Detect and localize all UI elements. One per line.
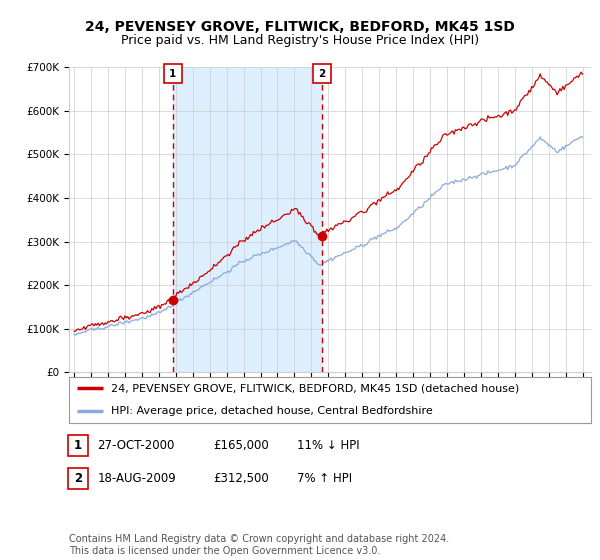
Text: 1: 1 [74,438,82,452]
Bar [173,67,322,372]
Text: 11% ↓ HPI: 11% ↓ HPI [297,438,359,452]
Text: 24, PEVENSEY GROVE, FLITWICK, BEDFORD, MK45 1SD (detached house): 24, PEVENSEY GROVE, FLITWICK, BEDFORD, M… [111,384,519,393]
Text: 27-OCT-2000: 27-OCT-2000 [97,438,175,452]
Text: Price paid vs. HM Land Registry's House Price Index (HPI): Price paid vs. HM Land Registry's House … [121,34,479,46]
Text: £312,500: £312,500 [213,472,269,486]
Text: 24, PEVENSEY GROVE, FLITWICK, BEDFORD, MK45 1SD: 24, PEVENSEY GROVE, FLITWICK, BEDFORD, M… [85,20,515,34]
Text: 18-AUG-2009: 18-AUG-2009 [97,472,176,486]
Text: 2: 2 [319,69,326,79]
Text: 7% ↑ HPI: 7% ↑ HPI [297,472,352,486]
Text: 1: 1 [169,69,176,79]
Text: £165,000: £165,000 [213,438,269,452]
Text: HPI: Average price, detached house, Central Bedfordshire: HPI: Average price, detached house, Cent… [111,407,433,416]
Text: 2: 2 [74,472,82,486]
Text: Contains HM Land Registry data © Crown copyright and database right 2024.
This d: Contains HM Land Registry data © Crown c… [69,534,449,556]
